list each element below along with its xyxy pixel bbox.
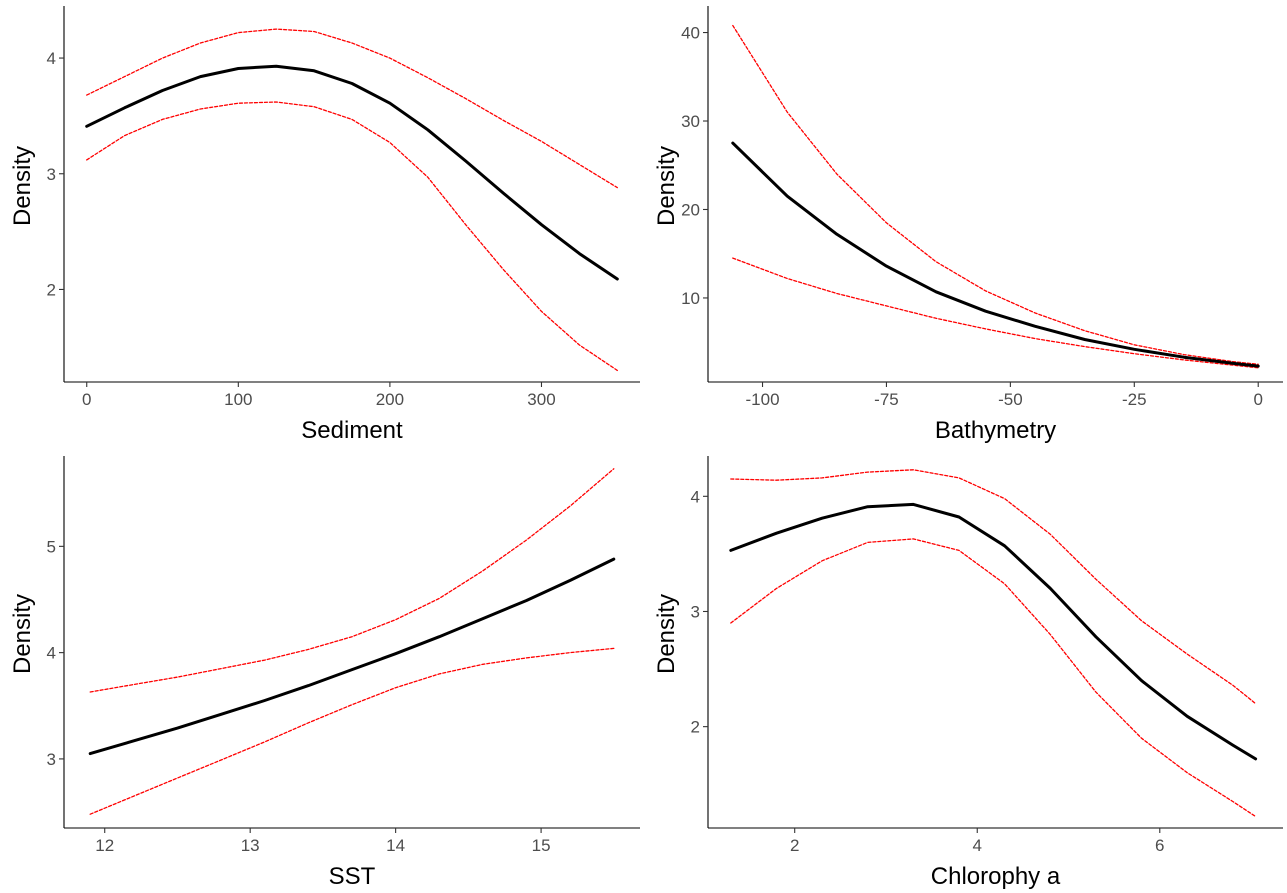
y-tick-label: 2 xyxy=(691,718,700,737)
y-tick-label: 5 xyxy=(47,537,56,556)
y-axis-title: Density xyxy=(9,594,36,674)
y-ticks: 2 3 4 xyxy=(691,487,708,737)
upper-bound-line xyxy=(86,28,618,189)
y-tick-label: 4 xyxy=(47,644,56,663)
upper-bound-line xyxy=(89,468,615,693)
x-tick-label: 2 xyxy=(790,836,799,855)
x-tick-label: 14 xyxy=(386,836,405,855)
y-tick-label: 3 xyxy=(691,602,700,621)
panel-marks xyxy=(85,28,619,372)
lower-bound-line xyxy=(730,538,1257,818)
y-axis-title: Density xyxy=(653,594,680,674)
x-ticks: 0 100 200 300 xyxy=(82,382,556,409)
panel-marks xyxy=(731,24,1260,369)
lower-bound-line xyxy=(86,101,618,372)
upper-bound-line xyxy=(730,469,1257,705)
x-ticks: 12 13 14 15 xyxy=(95,828,551,855)
x-tick-label: 0 xyxy=(1253,390,1262,409)
y-tick-label: 4 xyxy=(691,487,700,506)
x-axis-title: Chlorophy a xyxy=(931,863,1061,890)
x-tick-label: -100 xyxy=(746,390,780,409)
y-tick-label: 20 xyxy=(681,200,700,219)
upper-bound-line xyxy=(732,24,1259,365)
y-tick-label: 30 xyxy=(681,112,700,131)
y-tick-label: 3 xyxy=(47,165,56,184)
fitted-line xyxy=(731,141,1260,368)
x-tick-label: 12 xyxy=(95,836,114,855)
x-tick-label: 300 xyxy=(527,390,555,409)
fitted-line xyxy=(729,502,1258,761)
y-axis-title: Density xyxy=(9,146,36,226)
x-tick-label: 4 xyxy=(973,836,982,855)
x-tick-label: 15 xyxy=(532,836,551,855)
y-tick-label: 2 xyxy=(47,280,56,299)
x-ticks: 2 4 6 xyxy=(790,828,1165,855)
x-axis-title: SST xyxy=(329,863,376,890)
y-ticks: 2 3 4 xyxy=(47,49,64,299)
x-tick-label: -50 xyxy=(998,390,1023,409)
x-tick-label: -25 xyxy=(1122,390,1147,409)
x-axis-title: Bathymetry xyxy=(935,417,1056,444)
fitted-line xyxy=(85,64,619,281)
y-ticks: 3 4 5 xyxy=(47,537,64,769)
x-tick-label: 100 xyxy=(224,390,252,409)
lower-bound-line xyxy=(732,257,1259,369)
x-ticks: -100 -75 -50 -25 0 xyxy=(746,382,1263,409)
lower-bound-line xyxy=(89,647,615,815)
y-tick-label: 40 xyxy=(681,24,700,43)
y-ticks: 10 20 30 40 xyxy=(681,24,708,308)
x-axis-title: Sediment xyxy=(301,417,403,444)
panel-marks xyxy=(88,468,616,815)
y-tick-label: 3 xyxy=(47,750,56,769)
x-tick-label: 200 xyxy=(376,390,404,409)
y-tick-label: 10 xyxy=(681,289,700,308)
panel-marks xyxy=(729,469,1258,818)
panel-sediment: 0 100 200 300 2 3 4 Sediment Density xyxy=(9,6,640,444)
x-tick-label: -75 xyxy=(874,390,899,409)
x-tick-label: 13 xyxy=(241,836,260,855)
y-tick-label: 4 xyxy=(47,49,56,68)
fitted-line xyxy=(88,557,616,756)
panel-chlorophyll: 2 4 6 2 3 4 Chlorophy a Density xyxy=(653,456,1283,890)
panel-bathymetry: -100 -75 -50 -25 0 10 20 30 40 Bathymetry Densi… xyxy=(653,6,1283,444)
panel-sst: 12 13 14 15 3 4 5 SST Density xyxy=(9,456,640,890)
x-tick-label: 0 xyxy=(82,390,91,409)
y-axis-title: Density xyxy=(653,146,680,226)
x-tick-label: 6 xyxy=(1155,836,1164,855)
